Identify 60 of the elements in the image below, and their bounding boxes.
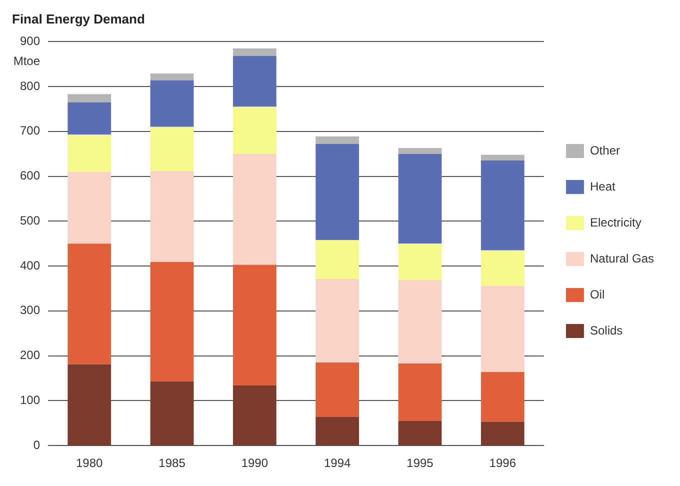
y-tick-label: 600 [20, 168, 40, 183]
bar [480, 372, 524, 422]
bar [398, 148, 442, 154]
bar [316, 416, 360, 446]
bar [232, 106, 276, 154]
bar [150, 381, 194, 446]
bar [398, 363, 442, 421]
y-axis-title: Mtoe [13, 54, 40, 68]
y-tick-label: 700 [20, 124, 40, 138]
y-tick-label: 200 [20, 348, 40, 362]
bar [150, 170, 194, 262]
bar [68, 364, 112, 446]
bar [316, 279, 360, 363]
x-tick-label: 1996 [489, 456, 516, 470]
bar [398, 420, 442, 446]
bar [316, 144, 360, 240]
bar [480, 160, 524, 250]
bar [316, 240, 360, 280]
bar [480, 422, 524, 446]
bar [150, 73, 194, 80]
bar [150, 262, 194, 382]
bar [68, 244, 112, 364]
y-tick-label: 400 [20, 258, 40, 272]
y-tick-label: 900 [20, 34, 40, 48]
bar [68, 172, 112, 244]
bar [232, 385, 276, 446]
bar [398, 244, 442, 280]
bar [316, 136, 360, 144]
chart-title: Final Energy Demand [12, 11, 145, 26]
bar [232, 48, 276, 56]
bar [480, 250, 524, 286]
y-tick-label: 800 [20, 78, 40, 93]
bar [232, 264, 276, 386]
bar [150, 80, 194, 127]
x-tick-label: 1980 [76, 456, 104, 470]
bar [480, 286, 524, 372]
bar [398, 154, 442, 244]
legend-label: Electricity [590, 215, 642, 230]
x-tick-label: 1995 [406, 456, 434, 470]
bar [232, 154, 276, 265]
bar [68, 134, 112, 172]
bar [150, 126, 194, 171]
legend-label: Natural Gas [590, 251, 654, 266]
bar [68, 102, 112, 135]
legend-label: Oil [590, 287, 605, 302]
x-tick-label: 1994 [324, 456, 351, 470]
y-tick-label: 300 [20, 303, 40, 318]
legend-label: Other [590, 143, 620, 158]
y-tick-label: 500 [20, 213, 40, 228]
bar [398, 280, 442, 364]
bar [232, 56, 276, 107]
bar [316, 362, 360, 417]
y-tick-label: 0 [33, 438, 40, 452]
x-tick-label: 1990 [241, 456, 268, 470]
bar [68, 94, 112, 102]
legend-label: Solids [590, 323, 623, 338]
legend-label: Heat [590, 179, 616, 194]
bar [480, 154, 524, 161]
y-tick-label: 100 [20, 393, 40, 408]
x-tick-label: 1985 [158, 456, 186, 470]
